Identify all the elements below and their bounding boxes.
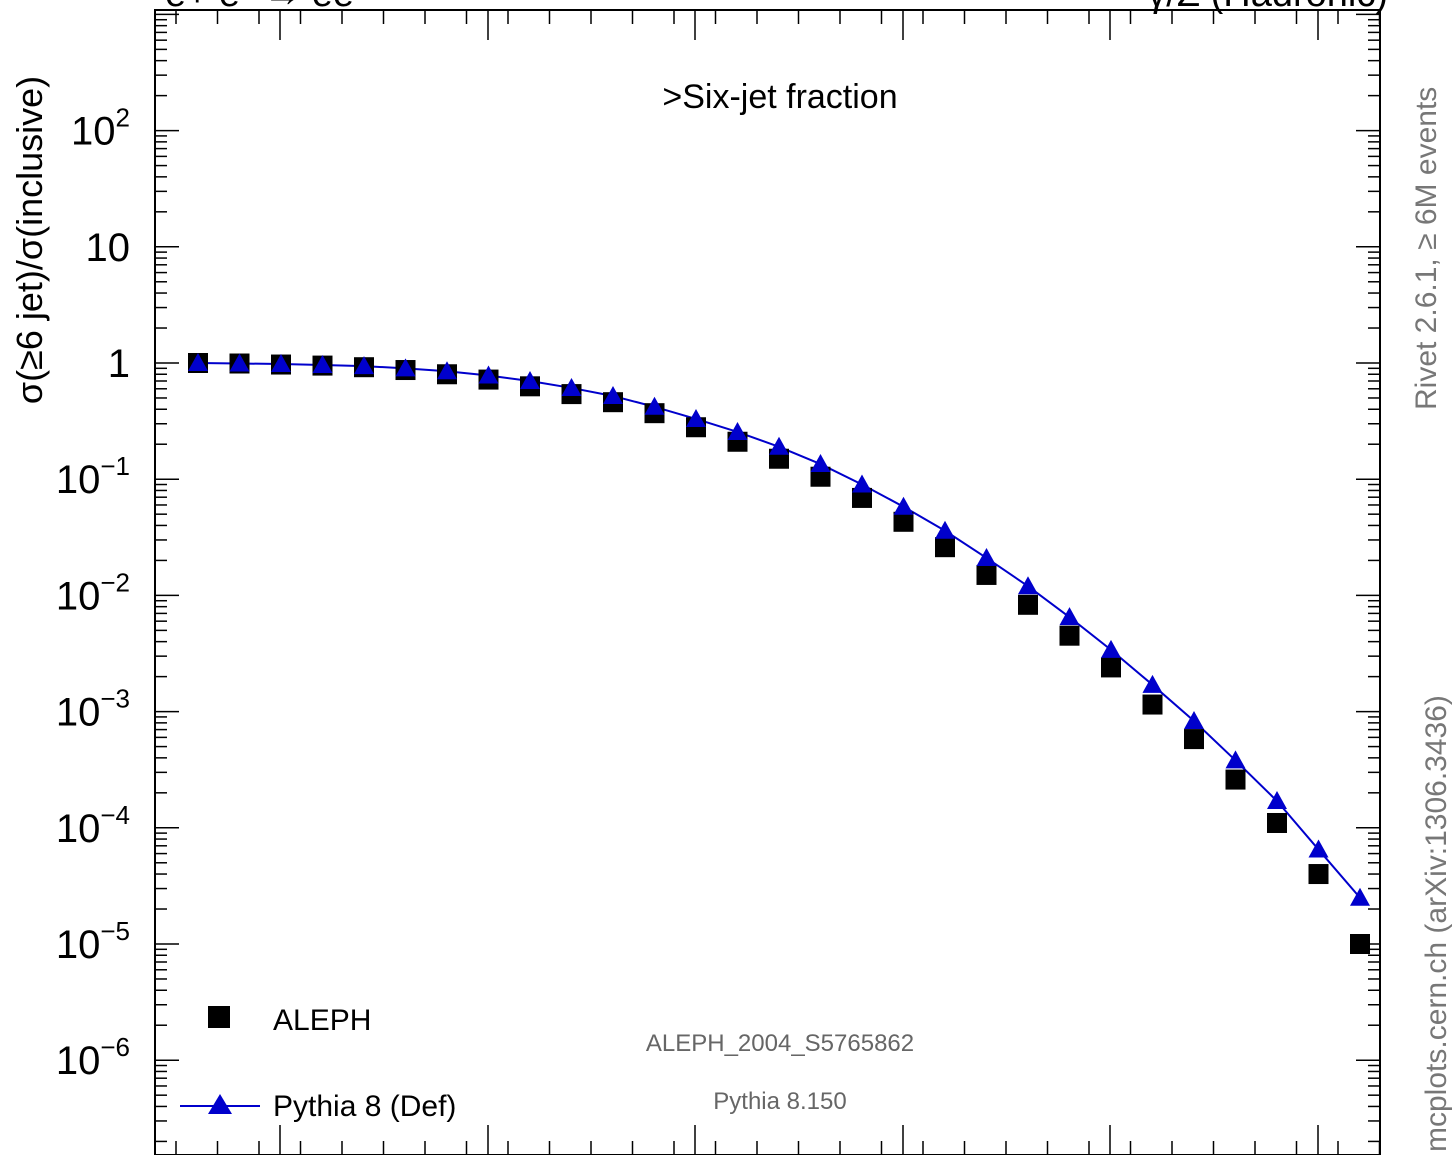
rivet-label: Rivet 2.6.1, ≥ 6M events: [1410, 87, 1443, 410]
aleph-point: [852, 487, 872, 508]
y-axis-ticks: [155, 13, 1380, 1143]
aleph-point: [976, 564, 997, 585]
pythia-point: [312, 355, 333, 374]
aleph-point: [1184, 729, 1204, 750]
aleph-point: [1267, 812, 1287, 833]
mcplots-label: mcplots.cern.ch (arXiv:1306.3436): [1420, 695, 1452, 1152]
pythia-point: [478, 365, 499, 384]
header-right-text: γ/Z (Hadronic): [1147, 0, 1388, 15]
y-tick-label: 10−6: [56, 1032, 130, 1083]
y-tick-label: 10: [86, 226, 131, 270]
pythia-point: [188, 353, 208, 371]
generator-label: Pythia 8.150: [713, 1088, 846, 1115]
pythia-point: [603, 386, 623, 405]
aleph-point: [1142, 694, 1163, 715]
y-tick-label: 10−5: [56, 916, 130, 967]
pythia-point: [437, 361, 457, 380]
legend-aleph-marker: [208, 1006, 230, 1028]
y-tick-label: 1: [108, 342, 130, 386]
pythia-point: [1225, 750, 1246, 769]
analysis-label: ALEPH_2004_S5765862: [646, 1030, 914, 1057]
pythia-point: [1267, 791, 1287, 810]
pythia-point: [1101, 639, 1121, 658]
pythia-point: [561, 377, 582, 396]
aleph-point: [935, 537, 955, 558]
aleph-point: [893, 511, 914, 532]
y-tick-label: 102: [71, 103, 130, 154]
chart-title: >Six-jet fraction: [662, 78, 897, 116]
y-tick-label: 10−4: [56, 800, 130, 851]
pythia-point: [935, 520, 955, 539]
pythia-point: [810, 454, 831, 473]
y-axis-label: σ(≥6 jet)/σ(inclusive): [9, 76, 50, 404]
aleph-point: [1018, 594, 1038, 615]
pythia-series: [188, 353, 1370, 906]
pythia-point: [1018, 576, 1038, 595]
aleph-point: [1225, 769, 1246, 790]
plot-frame: [154, 9, 1381, 1155]
aleph-point: [1350, 934, 1370, 954]
pythia-point: [520, 370, 540, 389]
pythia-point: [644, 396, 665, 415]
pythia-point: [271, 354, 291, 373]
legend-pythia-marker: [208, 1094, 232, 1114]
x-axis-ticks: [175, 10, 1381, 1155]
pythia-point: [1059, 607, 1080, 626]
aleph-point: [1059, 625, 1080, 646]
pythia-point: [893, 496, 914, 515]
y-tick-label: 10−2: [56, 567, 130, 618]
pythia-point: [769, 436, 789, 455]
pythia-point: [1308, 839, 1329, 858]
pythia-point: [229, 353, 250, 372]
header-left-text: e+ e- → ee: [165, 0, 354, 15]
pythia-point: [686, 408, 706, 427]
pythia-point: [1142, 674, 1163, 693]
pythia-point: [354, 356, 374, 375]
legend-pythia-label: Pythia 8 (Def): [273, 1090, 456, 1123]
y-tick-label: 10−3: [56, 684, 130, 735]
legend: ALEPH Pythia 8 (Def): [180, 1004, 456, 1123]
legend-aleph-label: ALEPH: [273, 1004, 371, 1037]
y-tick-label: 10−1: [56, 451, 130, 502]
pythia-point: [976, 547, 997, 566]
y-axis-tick-labels: 10−6 10−5 10−4 10−3 10−2 10−1 1 10 102: [56, 103, 130, 1084]
aleph-point: [1101, 657, 1121, 678]
pythia-point: [727, 421, 748, 440]
aleph-point: [1308, 864, 1329, 885]
pythia-point: [1184, 711, 1204, 730]
pythia-point: [395, 358, 416, 377]
pythia-point: [1350, 887, 1370, 906]
pythia-point: [852, 474, 872, 493]
